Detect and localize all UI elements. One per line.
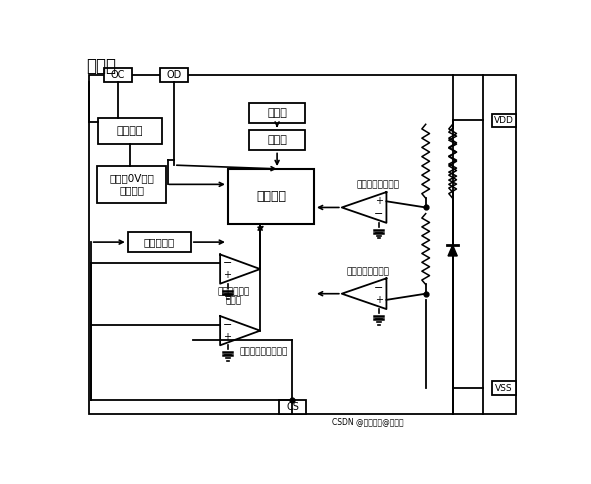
Bar [228, 169, 314, 225]
Text: +: + [223, 270, 231, 280]
Text: 过放电检测比较器: 过放电检测比较器 [346, 267, 389, 276]
Text: VDD: VDD [494, 116, 514, 125]
Bar [249, 103, 305, 123]
Text: 充电电路: 充电电路 [119, 185, 144, 196]
Text: −: − [374, 209, 384, 219]
Bar [280, 400, 306, 414]
Bar [99, 118, 161, 144]
Bar [128, 232, 191, 252]
Text: OD: OD [166, 70, 181, 80]
Text: +: + [375, 197, 383, 206]
Text: CS: CS [286, 402, 299, 412]
Text: −: − [374, 283, 384, 292]
Text: +: + [375, 295, 383, 305]
Text: +: + [223, 332, 231, 342]
Text: 充电过流检测: 充电过流检测 [218, 287, 250, 296]
Bar [492, 381, 516, 395]
Text: 比较器: 比较器 [226, 296, 242, 305]
Text: 放电过流检测比较器: 放电过流检测比较器 [239, 347, 287, 356]
Text: 短路检测器: 短路检测器 [144, 237, 175, 247]
Text: 逻辑电路: 逻辑电路 [256, 190, 286, 203]
Text: 计数器: 计数器 [267, 136, 287, 146]
Bar [160, 68, 188, 82]
Bar [104, 68, 132, 82]
Text: CSDN @阳光宅男@李光熙: CSDN @阳光宅男@李光熙 [332, 417, 404, 426]
Text: OC: OC [111, 70, 125, 80]
Bar [249, 131, 305, 151]
Text: VSS: VSS [495, 384, 512, 393]
Text: −: − [222, 258, 232, 268]
Bar [492, 114, 516, 127]
Bar [97, 166, 166, 203]
Text: 电平移动: 电平移动 [117, 126, 143, 136]
Text: 振荡器: 振荡器 [267, 108, 287, 118]
Polygon shape [448, 245, 457, 256]
Text: 允许圷0V电池: 允许圷0V电池 [109, 173, 154, 183]
Text: 过充电检测比较器: 过充电检测比较器 [356, 181, 400, 190]
Text: 方框图: 方框图 [86, 57, 116, 75]
Text: −: − [222, 320, 232, 330]
